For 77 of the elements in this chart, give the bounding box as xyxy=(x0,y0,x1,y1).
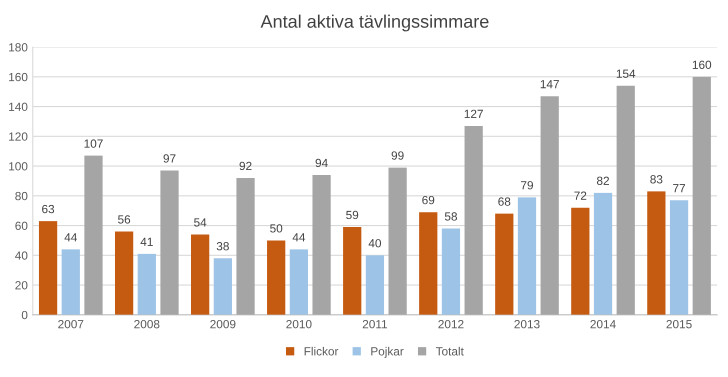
bar xyxy=(214,258,232,315)
bar xyxy=(692,76,711,315)
y-tick-label: 60 xyxy=(15,222,28,230)
data-label: 40 xyxy=(368,239,382,248)
bar xyxy=(84,156,103,315)
legend-label: Flickor xyxy=(304,346,338,356)
data-label: 63 xyxy=(42,204,54,214)
data-label: 79 xyxy=(521,181,533,190)
data-label: 44 xyxy=(64,233,77,242)
bar xyxy=(616,86,635,315)
bar xyxy=(114,232,134,315)
data-label: 147 xyxy=(540,80,559,88)
data-label: 59 xyxy=(346,210,358,220)
bar xyxy=(419,212,438,315)
bar xyxy=(464,126,483,315)
bar xyxy=(594,192,612,315)
x-tick-label: 2014 xyxy=(590,320,616,328)
y-tick-label: 160 xyxy=(9,72,28,82)
bar xyxy=(670,200,688,315)
bar xyxy=(191,234,210,315)
bar xyxy=(442,228,460,315)
bar xyxy=(236,178,255,315)
x-tick-label: 2008 xyxy=(134,320,160,328)
x-tick-label: 2012 xyxy=(438,320,464,328)
bar xyxy=(38,221,58,315)
data-label: 54 xyxy=(194,218,206,227)
bar xyxy=(388,168,407,315)
legend-label: Totalt xyxy=(436,346,464,356)
bar xyxy=(540,96,559,315)
chart-title: Antal aktiva tävlingssimmare xyxy=(260,14,489,32)
bar xyxy=(267,240,286,315)
bar xyxy=(495,214,514,315)
y-tick-label: 0 xyxy=(22,310,28,320)
data-label: 68 xyxy=(498,197,510,206)
data-label: 77 xyxy=(673,184,686,192)
data-label: 92 xyxy=(240,162,252,170)
data-label: 72 xyxy=(574,191,586,200)
data-label: 82 xyxy=(596,176,609,185)
x-tick-label: 2011 xyxy=(362,320,388,328)
bar xyxy=(62,249,80,315)
bar xyxy=(343,227,362,315)
x-tick-label: 2013 xyxy=(514,320,540,328)
data-label: 41 xyxy=(140,238,153,246)
bar xyxy=(160,170,179,315)
x-tick-label: 2015 xyxy=(666,320,692,328)
x-tick-label: 2010 xyxy=(286,320,312,328)
data-label: 154 xyxy=(616,70,636,78)
bar xyxy=(647,191,666,315)
data-label: 56 xyxy=(118,215,130,224)
y-tick-label: 140 xyxy=(9,102,28,111)
bar xyxy=(366,255,384,315)
y-tick-label: 180 xyxy=(9,43,28,52)
bar xyxy=(518,197,536,315)
data-label: 94 xyxy=(316,158,328,168)
y-tick-label: 20 xyxy=(15,281,28,290)
y-tick-label: 40 xyxy=(15,251,28,260)
data-label: 83 xyxy=(650,175,662,184)
bar xyxy=(312,175,331,315)
y-tick-label: 80 xyxy=(15,192,28,200)
y-tick-label: 120 xyxy=(9,132,28,141)
bar xyxy=(138,254,156,315)
data-label: 107 xyxy=(84,139,103,148)
data-label: 99 xyxy=(392,151,404,160)
x-tick-label: 2007 xyxy=(58,320,84,328)
data-label: 58 xyxy=(444,212,458,221)
bar xyxy=(290,249,308,315)
data-label: 97 xyxy=(164,154,176,163)
x-tick-label: 2009 xyxy=(210,320,236,328)
y-tick-label: 100 xyxy=(9,162,28,170)
data-label: 38 xyxy=(216,242,229,250)
data-label: 44 xyxy=(292,233,306,242)
data-label: 127 xyxy=(464,110,483,118)
legend-label: Pojkar xyxy=(371,346,404,358)
data-label: 50 xyxy=(270,224,282,233)
data-label: 160 xyxy=(692,60,712,69)
bar xyxy=(571,208,590,315)
data-label: 69 xyxy=(422,196,434,204)
